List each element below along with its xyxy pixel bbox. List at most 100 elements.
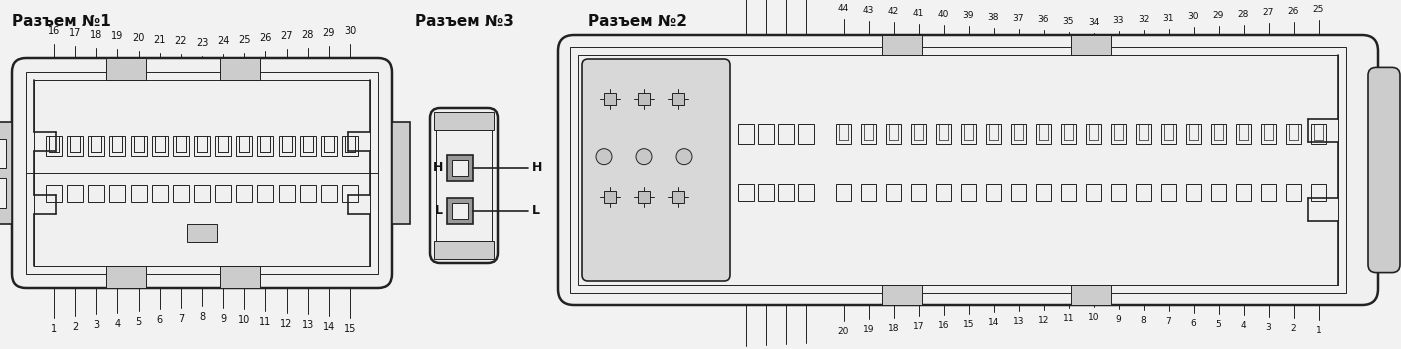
Text: 12: 12	[280, 319, 293, 329]
Bar	[1261, 124, 1276, 144]
Text: 29: 29	[1213, 11, 1224, 20]
Text: 2: 2	[1290, 324, 1296, 333]
Bar	[34, 80, 370, 266]
Bar	[1161, 124, 1175, 144]
Bar	[434, 241, 495, 259]
Bar	[106, 266, 146, 288]
Text: 17: 17	[912, 322, 925, 332]
Bar	[883, 285, 922, 305]
Text: H: H	[532, 161, 542, 174]
Bar	[862, 184, 876, 200]
Text: 42: 42	[888, 7, 899, 16]
Bar	[1236, 184, 1251, 200]
Text: 7: 7	[178, 314, 184, 324]
Text: 30: 30	[343, 26, 356, 36]
Bar	[237, 185, 252, 201]
Text: 38: 38	[988, 13, 999, 22]
Bar	[836, 184, 850, 200]
Circle shape	[636, 149, 651, 165]
Text: 21: 21	[154, 35, 165, 45]
Bar	[604, 93, 616, 105]
Bar	[885, 124, 901, 144]
Text: 23: 23	[196, 38, 209, 48]
Bar	[579, 55, 1338, 285]
Bar	[1187, 184, 1201, 200]
Circle shape	[677, 149, 692, 165]
Bar	[778, 184, 794, 200]
Bar	[1111, 124, 1126, 144]
FancyBboxPatch shape	[13, 58, 392, 288]
Text: 25: 25	[238, 35, 251, 45]
Bar	[46, 136, 62, 156]
Text: 41: 41	[913, 8, 925, 17]
Bar	[672, 191, 684, 203]
Bar	[300, 185, 315, 201]
Text: 27: 27	[280, 31, 293, 41]
Bar	[738, 184, 754, 200]
Text: 37: 37	[1013, 14, 1024, 23]
Bar	[936, 184, 951, 200]
Text: 33: 33	[1112, 16, 1124, 25]
Bar	[1136, 184, 1152, 200]
Text: 13: 13	[1013, 317, 1024, 326]
Text: 11: 11	[259, 317, 272, 327]
Text: 7: 7	[1166, 317, 1171, 326]
Bar	[447, 155, 474, 180]
Bar	[1210, 184, 1226, 200]
Text: 10: 10	[238, 315, 251, 325]
Bar	[237, 136, 252, 156]
Text: 32: 32	[1138, 15, 1149, 24]
Bar	[321, 185, 336, 201]
Text: Разъем №1: Разъем №1	[13, 14, 111, 29]
Bar	[258, 136, 273, 156]
Text: 6: 6	[1191, 319, 1196, 328]
Bar	[279, 185, 294, 201]
Text: 25: 25	[1313, 6, 1324, 15]
Text: 28: 28	[1238, 10, 1250, 18]
Bar	[1086, 184, 1101, 200]
Text: 11: 11	[1063, 314, 1075, 323]
Bar	[885, 184, 901, 200]
Text: 31: 31	[1163, 14, 1174, 23]
Bar	[27, 72, 378, 274]
Text: 2: 2	[71, 322, 78, 332]
Text: 26: 26	[1288, 7, 1299, 16]
Bar	[130, 136, 147, 156]
Bar	[172, 185, 189, 201]
Bar	[1035, 184, 1051, 200]
Text: 29: 29	[322, 28, 335, 38]
Text: 18: 18	[888, 324, 899, 333]
Text: Разъем №3: Разъем №3	[415, 14, 513, 29]
Bar	[986, 184, 1000, 200]
Bar	[936, 124, 951, 144]
Bar	[1286, 124, 1302, 144]
Text: L: L	[434, 205, 443, 217]
Bar	[961, 124, 976, 144]
Text: 1: 1	[1316, 326, 1321, 334]
Text: 5: 5	[136, 317, 142, 327]
Bar	[637, 191, 650, 203]
Text: 6: 6	[157, 315, 163, 325]
Text: 8: 8	[1140, 316, 1146, 325]
Text: H: H	[433, 161, 443, 174]
Bar	[1070, 285, 1111, 305]
Text: 30: 30	[1188, 12, 1199, 21]
Bar	[986, 124, 1000, 144]
Bar	[0, 139, 6, 169]
Text: 16: 16	[48, 26, 60, 36]
Text: 1: 1	[50, 324, 57, 334]
Bar	[1161, 184, 1175, 200]
Text: 4: 4	[1241, 321, 1247, 331]
Bar	[1261, 184, 1276, 200]
Bar	[1311, 184, 1325, 200]
Bar	[961, 184, 976, 200]
Bar	[1086, 124, 1101, 144]
Bar	[911, 124, 926, 144]
Text: 5: 5	[1216, 320, 1222, 329]
Bar	[799, 184, 814, 200]
Bar	[130, 185, 147, 201]
Text: 15: 15	[343, 324, 356, 334]
Bar	[1286, 184, 1302, 200]
FancyBboxPatch shape	[581, 59, 730, 281]
Bar	[106, 58, 146, 80]
